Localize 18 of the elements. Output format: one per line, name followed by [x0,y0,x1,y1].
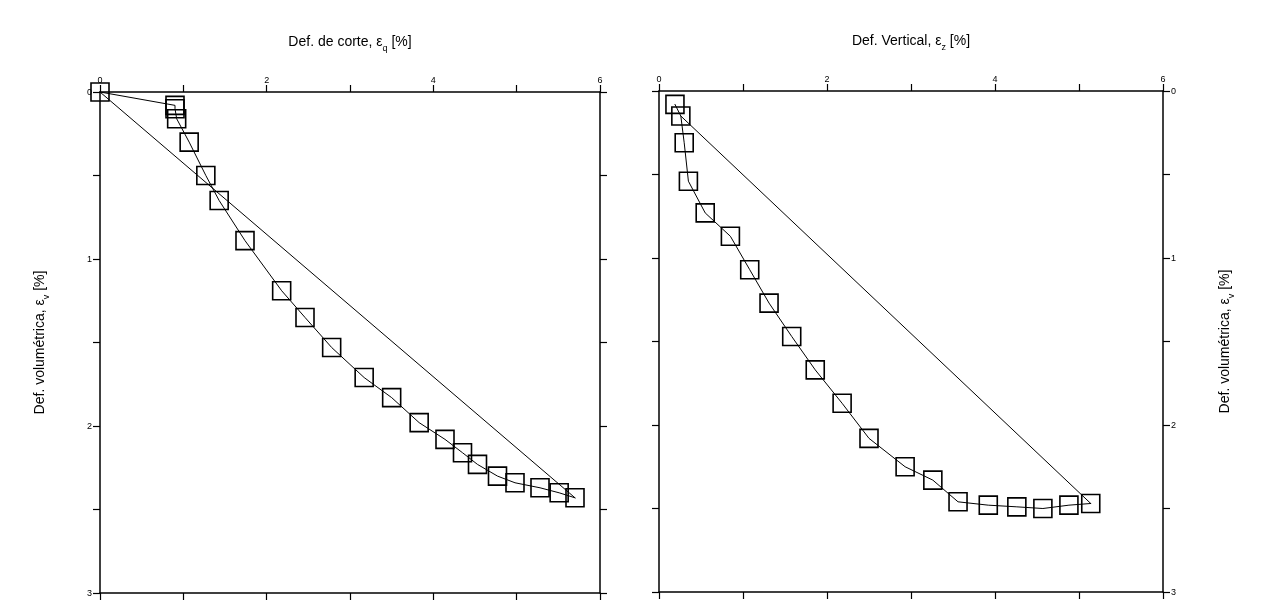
x-tick-label: 6 [597,74,603,85]
y-axis-title: Def. volumétrica, εv [%] [31,270,51,415]
y2-axis-title: Def. volumétrica, εv [%] [1216,269,1236,414]
y2-tick-label: 3 [1171,587,1177,597]
x-tick-label: 2 [264,74,270,85]
y2-tick-label: 2 [1171,420,1177,430]
y-tick-label: 0 [86,87,92,97]
x-tick-label: 0 [656,73,662,84]
y-tick-label: 3 [86,588,92,598]
x-tick-label: 2 [824,73,830,84]
y2-tick-label: 0 [1171,86,1177,96]
y-tick-label: 1 [86,254,92,264]
x-tick-label: 6 [1160,73,1166,84]
x-tick-label: 4 [430,74,436,85]
y2-tick-label: 1 [1171,253,1177,263]
x-tick-label: 4 [992,73,998,84]
x-tick-label: 0 [97,74,103,85]
y-tick-label: 2 [86,421,92,431]
